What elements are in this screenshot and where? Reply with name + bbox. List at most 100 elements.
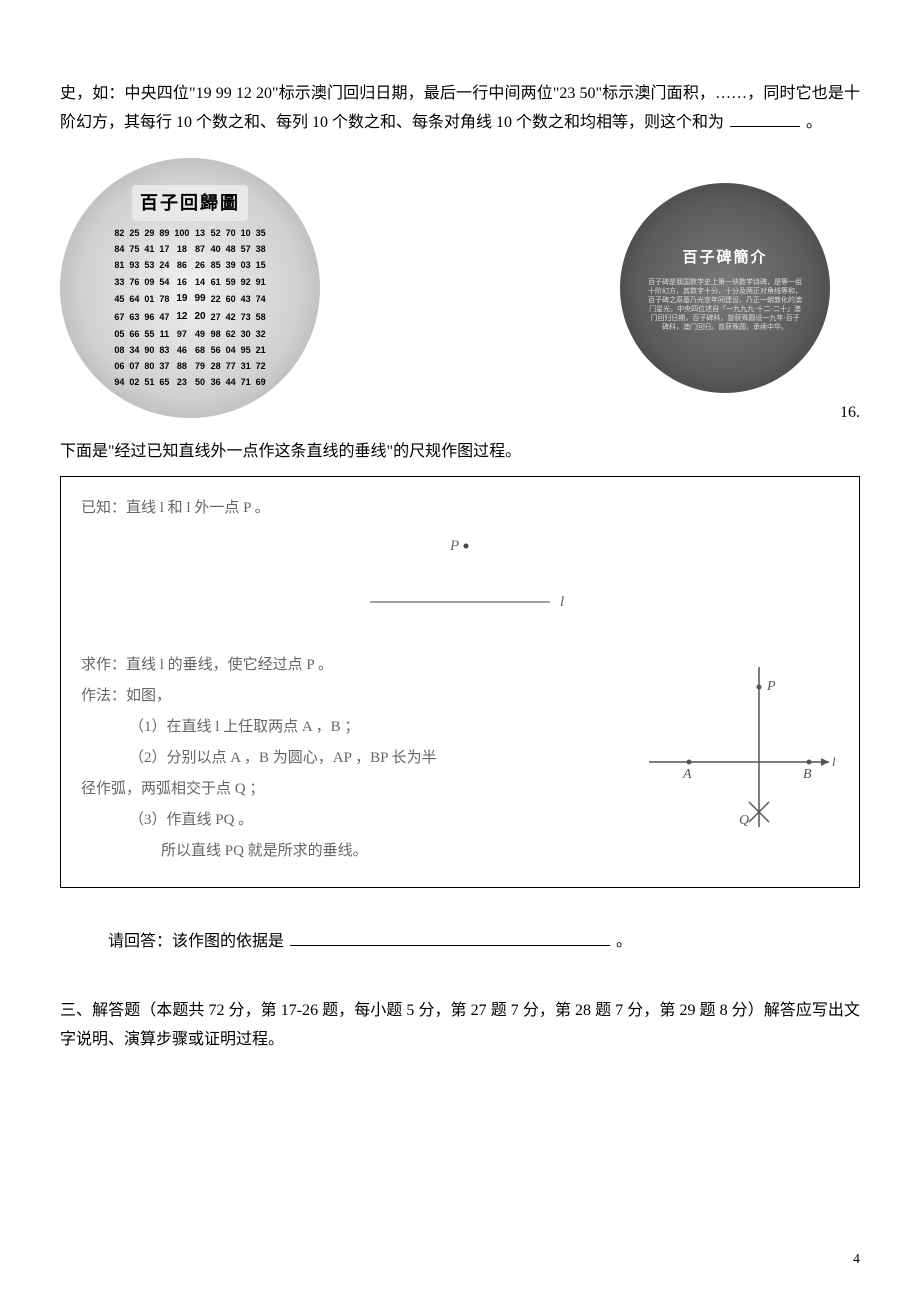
grid-cell: 27: [208, 308, 223, 326]
baizi-intro-figure: 百子碑簡介 百子碑是我国数学史上第一块数学诗碑，是等一组十阶幻方，其数字十分、十…: [620, 183, 830, 393]
grid-cell: 46: [172, 342, 192, 358]
grid-cell: 29: [142, 225, 157, 241]
grid-cell: 43: [238, 290, 253, 308]
grid-cell: 38: [253, 241, 268, 257]
given-svg: P l: [310, 532, 610, 622]
grid-cell: 61: [208, 274, 223, 290]
grid-row: 06078037887928773172: [112, 358, 268, 374]
answer-after: 。: [616, 933, 632, 950]
grid-cell: 94: [112, 374, 127, 390]
grid-cell: 69: [253, 374, 268, 390]
a-dot: [687, 760, 692, 765]
grid-cell: 84: [112, 241, 127, 257]
grid-cell: 95: [238, 342, 253, 358]
grid-cell: 17: [157, 241, 172, 257]
grid-cell: 24: [157, 257, 172, 273]
page-number: 4: [853, 1247, 860, 1272]
grid-cell: 06: [112, 358, 127, 374]
construction-box: 已知：直线 l 和 l 外一点 P 。 P l 求作：直线 l 的垂线，使它经过…: [60, 476, 860, 888]
baizi-grid-figure: 百子回歸圖 8225298910013527010358475411718874…: [60, 158, 320, 418]
grid-cell: 89: [157, 225, 172, 241]
grid-cell: 39: [223, 257, 238, 273]
grid-cell: 34: [127, 342, 142, 358]
grid-cell: 37: [157, 358, 172, 374]
grid-cell: 75: [127, 241, 142, 257]
grid-row: 05665511974998623032: [112, 326, 268, 342]
grid-cell: 77: [223, 358, 238, 374]
q15-paragraph: 史，如：中央四位"19 99 12 20"标示澳门回归日期，最后一行中间两位"2…: [60, 80, 860, 138]
answer-prompt: 请回答：该作图的依据是: [108, 933, 284, 950]
grid-cell: 45: [112, 290, 127, 308]
grid-cell: 36: [208, 374, 223, 390]
grid-cell: 15: [253, 257, 268, 273]
q15-blank[interactable]: [730, 110, 800, 127]
grid-cell: 64: [127, 290, 142, 308]
grid-cell: 85: [208, 257, 223, 273]
grid-row: 84754117188740485738: [112, 241, 268, 257]
grid-cell: 02: [127, 374, 142, 390]
baizi-intro-title: 百子碑簡介: [674, 243, 775, 274]
grid-cell: 54: [157, 274, 172, 290]
grid-cell: 91: [253, 274, 268, 290]
grid-cell: 44: [223, 374, 238, 390]
grid-cell: 73: [238, 308, 253, 326]
conclusion: 所以直线 PQ 就是所求的垂线。: [81, 838, 619, 865]
grid-cell: 62: [223, 326, 238, 342]
grid-cell: 87: [192, 241, 208, 257]
grid-cell: 35: [253, 225, 268, 241]
grid-cell: 14: [192, 274, 208, 290]
grid-cell: 59: [223, 274, 238, 290]
grid-cell: 100: [172, 225, 192, 241]
grid-cell: 07: [127, 358, 142, 374]
grid-row: 94025165235036447169: [112, 374, 268, 390]
grid-cell: 99: [192, 290, 208, 308]
grid-cell: 90: [142, 342, 157, 358]
grid-cell: 92: [238, 274, 253, 290]
given-line: 已知：直线 l 和 l 外一点 P 。: [81, 495, 839, 522]
point-p-label: P: [449, 538, 459, 554]
grid-cell: 63: [127, 308, 142, 326]
grid-cell: 50: [192, 374, 208, 390]
grid-row: 08349083466856049521: [112, 342, 268, 358]
step2b: 径作弧，两弧相交于点 Q ；: [81, 776, 619, 803]
grid-cell: 41: [142, 241, 157, 257]
grid-cell: 16: [172, 274, 192, 290]
grid-cell: 98: [208, 326, 223, 342]
line-l-label: l: [560, 594, 564, 610]
given-figure: P l: [81, 532, 839, 632]
point-p-dot: [464, 544, 469, 549]
grid-cell: 21: [253, 342, 268, 358]
b-dot: [807, 760, 812, 765]
grid-cell: 22: [208, 290, 223, 308]
grid-cell: 33: [112, 274, 127, 290]
grid-cell: 19: [172, 290, 192, 308]
grid-cell: 76: [127, 274, 142, 290]
step1: （1）在直线 l 上任取两点 A ，B ；: [81, 714, 619, 741]
grid-cell: 40: [208, 241, 223, 257]
grid-cell: 03: [238, 257, 253, 273]
grid-cell: 60: [223, 290, 238, 308]
grid-cell: 25: [127, 225, 142, 241]
section3-title: 三、解答题（本题共 72 分，第 17-26 题，每小题 5 分，第 27 题 …: [60, 997, 860, 1055]
grid-cell: 65: [157, 374, 172, 390]
grid-cell: 78: [157, 290, 172, 308]
grid-cell: 10: [238, 225, 253, 241]
grid-cell: 49: [192, 326, 208, 342]
grid-cell: 66: [127, 326, 142, 342]
grid-cell: 28: [208, 358, 223, 374]
grid-cell: 23: [172, 374, 192, 390]
grid-cell: 48: [223, 241, 238, 257]
grid-cell: 56: [208, 342, 223, 358]
baizi-grid-title: 百子回歸圖: [132, 185, 248, 221]
grid-cell: 04: [223, 342, 238, 358]
step3: （3）作直线 PQ 。: [81, 807, 619, 834]
grid-cell: 74: [253, 290, 268, 308]
q16-answer-line: 请回答：该作图的依据是 。: [60, 928, 860, 957]
grid-cell: 68: [192, 342, 208, 358]
grid-cell: 51: [142, 374, 157, 390]
grid-cell: 53: [142, 257, 157, 273]
construction-svg: l P A B Q: [639, 652, 839, 832]
grid-cell: 80: [142, 358, 157, 374]
answer-blank[interactable]: [290, 929, 610, 946]
grid-cell: 01: [142, 290, 157, 308]
